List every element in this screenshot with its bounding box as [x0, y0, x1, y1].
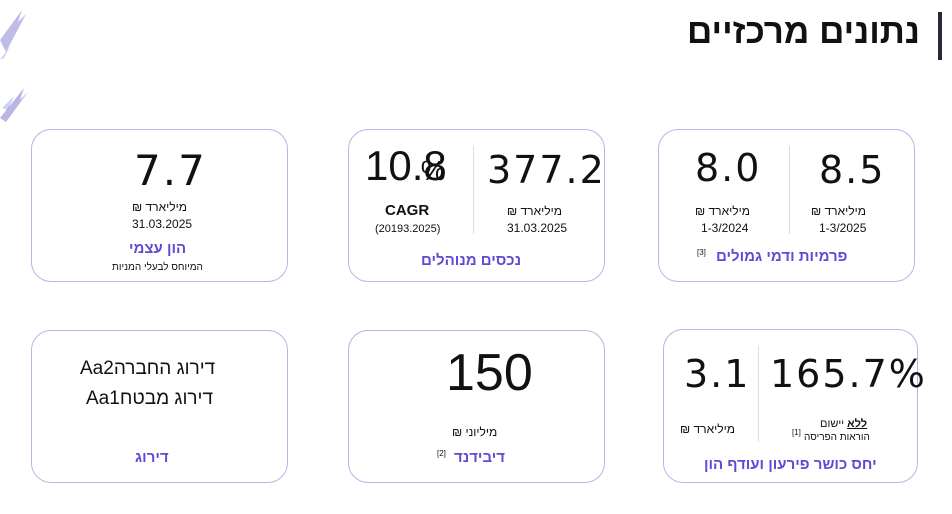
rating-label: דירוג: [135, 449, 169, 466]
page-title: נתונים מרכזיים: [687, 12, 920, 51]
premiums-card: 8.0 מיליארד ₪ 1-3/2024 8.5 מיליארד ₪ 1-3…: [658, 129, 915, 282]
title-accent-bar: [938, 12, 942, 60]
rating-card: דירוג החברהAa2 דירוג מבטחAa1 דירוג: [31, 330, 288, 483]
decorative-streaks: [0, 10, 28, 122]
aum-unit: מיליארד ₪: [507, 204, 562, 218]
premiums-period-2025: 1-3/2025: [819, 221, 867, 235]
aum-cagr-range: (20193.2025): [375, 223, 441, 235]
company-rating: דירוג החברהAa2: [80, 358, 216, 379]
premiums-footnote: [3]: [697, 248, 706, 257]
premiums-value-2024: 8.0: [695, 146, 762, 190]
equity-value: 7.7: [134, 146, 207, 195]
dividend-label: דיבידנד: [454, 449, 506, 466]
solvency-note-bold: ללא: [847, 418, 868, 430]
aum-value: 377.2: [487, 148, 606, 192]
solvency-surplus-unit: מיליארד ₪: [680, 422, 735, 436]
premiums-value-2025: 8.5: [819, 148, 886, 192]
solvency-card: 3.1 מיליארד ₪ 165.7% ללא יישום [1] הוראו…: [663, 329, 925, 483]
aum-cagr-value: 10.8%: [365, 142, 447, 189]
equity-label: הון עצמי: [129, 240, 187, 257]
premiums-period-2024: 1-3/2024: [701, 221, 749, 235]
solvency-divider: [758, 346, 759, 442]
solvency-label: יחס כושר פירעון ועודף הון: [704, 456, 877, 473]
dividend-footnote: [2]: [437, 449, 446, 458]
premiums-label: פרמיות ודמי גמולים: [716, 248, 848, 265]
aum-cagr-pct: %: [420, 155, 446, 186]
solvency-footnote: [1]: [792, 428, 801, 437]
solvency-note-rest: יישום: [820, 418, 848, 430]
equity-date: 31.03.2025: [132, 217, 193, 231]
aum-cagr-label: CAGR: [385, 202, 430, 219]
premiums-unit-2024: מיליארד ₪: [695, 204, 750, 218]
aum-date: 31.03.2025: [507, 221, 568, 235]
premiums-divider: [789, 146, 790, 234]
dividend-value: 150: [446, 344, 533, 402]
solvency-surplus-value: 3.1: [684, 352, 751, 396]
equity-unit: מיליארד ₪: [132, 200, 187, 214]
solvency-note-line2: הוראות הפריסה: [804, 432, 870, 443]
solvency-ratio-value: 165.7%: [770, 352, 927, 396]
solvency-note: ללא יישום: [820, 418, 867, 430]
premiums-unit-2025: מיליארד ₪: [811, 204, 866, 218]
dividend-card: 150 מיליוני ₪ [2] דיבידנד: [348, 330, 605, 483]
aum-label: נכסים מנוהלים: [421, 252, 522, 269]
aum-divider: [473, 146, 474, 234]
equity-sublabel: המיוחס לבעלי המניות: [112, 262, 203, 273]
aum-card: 10.8% CAGR (20193.2025) 377.2 מיליארד ₪ …: [348, 129, 605, 282]
equity-card: 7.7 מיליארד ₪ 31.03.2025 הון עצמי המיוחס…: [31, 129, 288, 282]
dividend-unit: מיליוני ₪: [452, 425, 498, 439]
insurer-rating: דירוג מבטחAa1: [86, 388, 214, 409]
